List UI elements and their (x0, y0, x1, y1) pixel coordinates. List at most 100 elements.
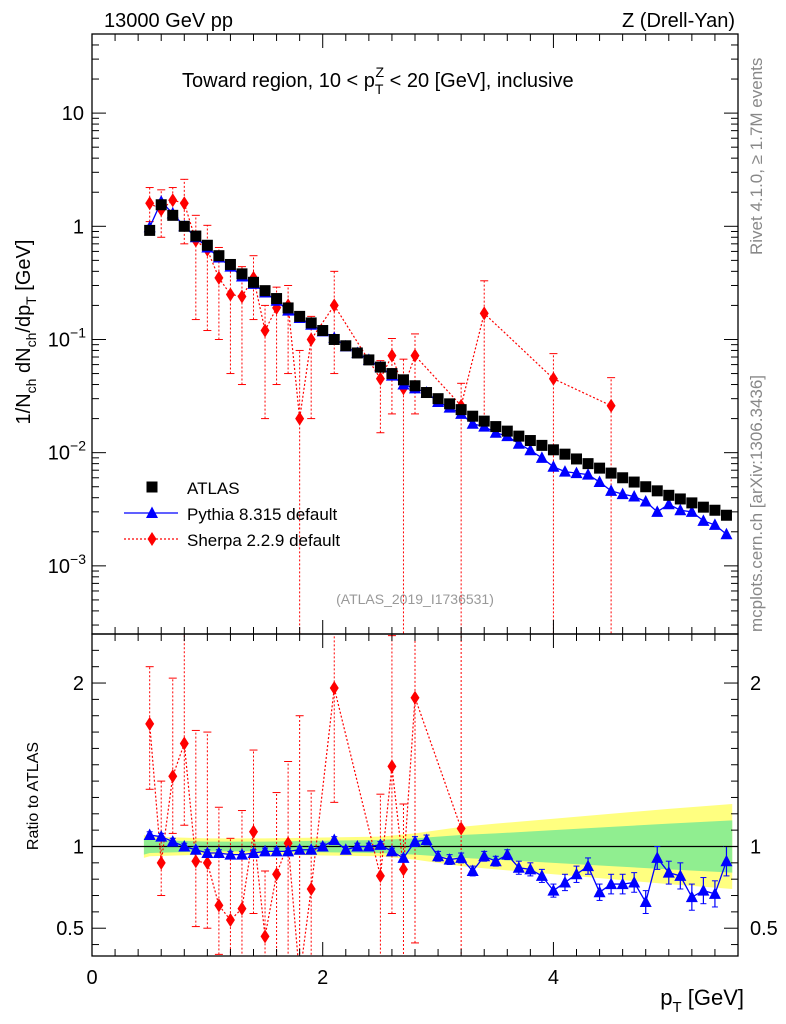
sherpa-ratio-point (375, 868, 385, 883)
xlabel: pT [GeV] (660, 985, 744, 1016)
sherpa-ratio-point (168, 769, 178, 784)
pythia-ratio-point (397, 851, 410, 863)
atlas-point (628, 476, 640, 488)
pythia-point (582, 468, 595, 480)
atlas-point (582, 458, 594, 470)
main-ytick-label: 10 (62, 103, 84, 125)
pythia-ratio-point (535, 869, 548, 881)
pythia-point (651, 505, 664, 517)
atlas-point (386, 368, 398, 380)
atlas-point (282, 302, 294, 314)
atlas-point (571, 453, 582, 465)
sherpa-ratio-point (387, 759, 397, 774)
sherpa-point (179, 196, 189, 211)
legend-label: Pythia 8.315 default (187, 505, 338, 524)
atlas-point (328, 333, 340, 345)
legend-marker-diamond (147, 532, 157, 546)
pythia-point (558, 465, 571, 477)
pythia-point (708, 518, 721, 530)
sherpa-ratio-point (237, 901, 247, 916)
legend-label: ATLAS (187, 479, 240, 498)
atlas-point (536, 439, 548, 451)
atlas-point (224, 258, 236, 270)
pythia-ratio-point (697, 884, 710, 896)
pythia-point (570, 466, 583, 479)
atlas-point (305, 317, 317, 329)
atlas-point (490, 421, 502, 433)
ratio-ytick-label-left: 0.5 (56, 918, 84, 940)
pythia-ratio-point (143, 828, 156, 841)
sherpa-point (548, 371, 558, 386)
pythia-ratio-point (420, 833, 433, 845)
ratio-ylabel: Ratio to ATLAS (25, 742, 42, 850)
atlas-point (605, 467, 617, 479)
pythia-ratio-point (432, 849, 445, 862)
pythia-ratio-point (570, 867, 583, 880)
pythia-ratio-point (351, 839, 364, 852)
sherpa-point (410, 348, 420, 363)
pythia-point (616, 487, 629, 500)
pythia-ratio-point (189, 843, 202, 855)
atlas-point (213, 250, 225, 262)
atlas-point (617, 472, 629, 484)
pythia-ratio-point (455, 851, 468, 863)
sherpa-point (168, 193, 178, 208)
ratio-xtick-label: 2 (317, 967, 328, 989)
sherpa-point (479, 306, 489, 321)
pythia-point (697, 514, 710, 526)
pythia-ratio-point (512, 861, 525, 873)
pythia-ratio-point (247, 846, 260, 859)
sherpa-line (149, 199, 612, 419)
sherpa-point (295, 411, 305, 426)
pythia-ratio-point (478, 849, 491, 862)
ratio-panel-data (143, 634, 733, 984)
pythia-point (535, 451, 548, 463)
atlas-point (686, 497, 698, 509)
atlas-point (455, 404, 467, 416)
pythia-point (547, 460, 560, 472)
pythia-ratio-point (166, 835, 179, 847)
sherpa-ratio-point (191, 854, 201, 869)
sherpa-ratio-point (225, 913, 235, 928)
pythia-ratio-point (651, 851, 664, 863)
pythia-point (674, 503, 687, 516)
pythia-ratio-point (316, 839, 329, 852)
pythia-ratio-point (674, 869, 687, 881)
pythia-ratio-point (293, 843, 306, 855)
sherpa-point (306, 332, 316, 347)
sherpa-ratio-point (249, 824, 258, 839)
ratio-ytick-label-right: 2 (750, 673, 761, 695)
pythia-point (466, 417, 479, 429)
atlas-point (178, 220, 190, 232)
pythia-ratio-point (582, 859, 595, 872)
pythia-point (524, 443, 537, 456)
sherpa-point (387, 348, 397, 363)
atlas-point (167, 209, 179, 221)
rivet-label: Rivet 4.1.0, ≥ 1.7M events (747, 58, 766, 255)
sherpa-ratio-point (456, 821, 466, 836)
pythia-ratio-point (235, 848, 248, 860)
atlas-point (720, 509, 732, 521)
atlas-point (340, 340, 352, 352)
atlas-point (651, 485, 663, 497)
sherpa-ratio-point (214, 898, 224, 913)
pythia-ratio-point (466, 864, 479, 877)
pythia-point (685, 505, 698, 517)
pythia-point (628, 489, 641, 502)
atlas-point (409, 380, 421, 392)
atlas-point (697, 501, 709, 513)
sherpa-ratio-point (295, 970, 304, 984)
pythia-ratio-point (524, 862, 537, 875)
sherpa-ratio-point (156, 855, 166, 870)
pythia-ratio-point (201, 846, 214, 859)
pythia-ratio-point (558, 875, 571, 888)
ratio-ytick-label-right: 1 (750, 836, 761, 858)
atlas-point (236, 268, 248, 280)
ratio-ytick-label-left: 1 (73, 836, 84, 858)
pythia-ratio-point (409, 835, 421, 847)
pythia-ratio-point (489, 854, 502, 867)
pythia-ratio-point (259, 844, 272, 857)
atlas-point (663, 489, 675, 501)
pythia-ratio-point (374, 838, 387, 850)
